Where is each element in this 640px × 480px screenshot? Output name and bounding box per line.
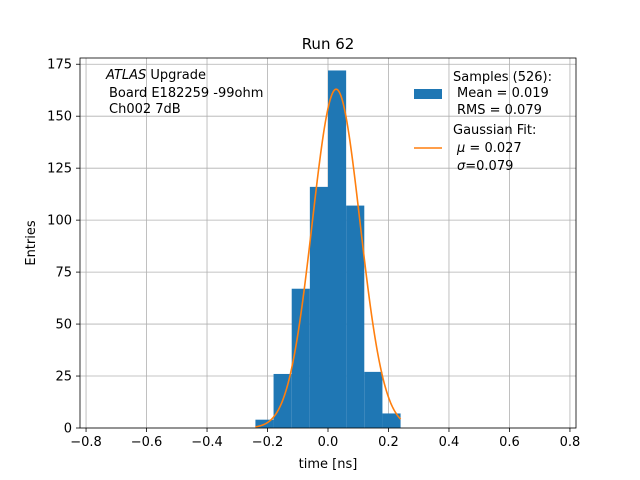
x-tick-label: 0.0 bbox=[318, 435, 339, 450]
y-tick-label: 50 bbox=[55, 318, 72, 333]
x-axis-ticks: −0.8 −0.6 −0.4 −0.2 0.0 0.2 0.4 0.6 0.8 bbox=[70, 428, 580, 450]
histogram-bar bbox=[328, 70, 347, 428]
x-tick-label: 0.6 bbox=[499, 435, 520, 450]
x-tick-label: 0.2 bbox=[378, 435, 399, 450]
legend-histogram-rms: RMS = 0.079 bbox=[457, 103, 542, 118]
y-tick-label: 100 bbox=[47, 214, 72, 229]
histogram-bars bbox=[255, 70, 401, 428]
histogram-bar bbox=[291, 288, 310, 428]
legend-histogram-mean: Mean = 0.019 bbox=[457, 86, 549, 101]
legend-histogram-swatch bbox=[414, 89, 442, 99]
gaussian-fit-curve bbox=[255, 88, 402, 428]
legend-fit-label: Gaussian Fit: bbox=[453, 123, 536, 138]
legend: Samples (526): Mean = 0.019 RMS = 0.079 … bbox=[414, 70, 552, 174]
y-tick-label: 25 bbox=[55, 370, 72, 385]
x-tick-label: 0.8 bbox=[560, 435, 581, 450]
y-tick-label: 175 bbox=[47, 58, 72, 73]
x-tick-label: −0.6 bbox=[131, 435, 163, 450]
x-tick-label: 0.4 bbox=[439, 435, 460, 450]
histogram-bar bbox=[309, 186, 328, 428]
legend-fit-sigma: σ=0.079 bbox=[457, 159, 513, 174]
y-tick-label: 0 bbox=[64, 422, 72, 437]
chart-title: Run 62 bbox=[302, 35, 355, 53]
x-tick-label: −0.4 bbox=[191, 435, 223, 450]
annotation-line-2: Board E182259 -99ohm bbox=[109, 86, 263, 101]
annotation-atlas: ATLAS bbox=[105, 68, 146, 83]
legend-histogram-label: Samples (526): bbox=[453, 70, 552, 85]
annotation-upgrade: Upgrade bbox=[146, 68, 206, 83]
x-tick-label: −0.2 bbox=[252, 435, 284, 450]
atlas-annotation: ATLAS Upgrade Board E182259 -99ohm Ch002… bbox=[105, 68, 263, 117]
x-axis-label: time [ns] bbox=[299, 457, 358, 472]
y-tick-label: 150 bbox=[47, 110, 72, 125]
annotation-line-3: Ch002 7dB bbox=[109, 102, 181, 117]
histogram-bar bbox=[346, 205, 365, 428]
x-tick-label: −0.8 bbox=[70, 435, 102, 450]
legend-fit-mu: μ = 0.027 bbox=[456, 141, 522, 156]
histogram-bar bbox=[382, 413, 401, 428]
histogram-bar bbox=[364, 371, 383, 428]
annotation-line-1: ATLAS Upgrade bbox=[105, 68, 206, 83]
y-axis-label: Entries bbox=[24, 220, 39, 266]
y-tick-label: 125 bbox=[47, 162, 72, 177]
y-axis-ticks: 0 25 50 75 100 125 150 175 bbox=[47, 58, 80, 437]
y-tick-label: 75 bbox=[55, 266, 72, 281]
